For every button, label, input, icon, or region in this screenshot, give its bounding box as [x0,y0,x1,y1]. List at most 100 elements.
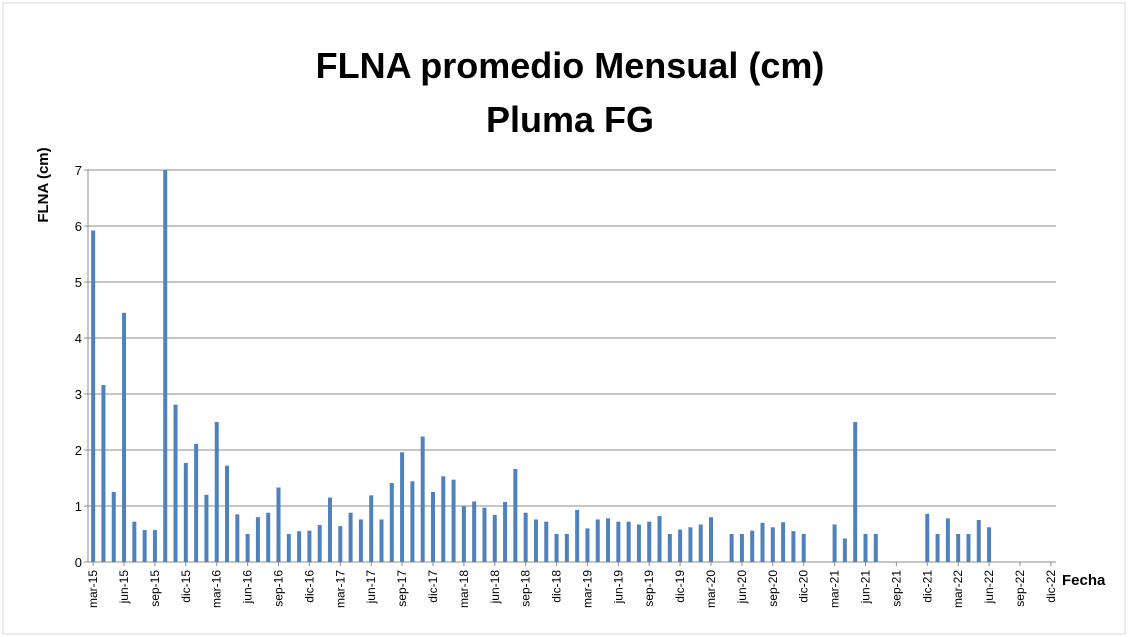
x-tick-label: sep-22 [1013,570,1027,607]
x-tick-label: sep-16 [272,570,286,607]
bar [739,534,744,562]
bar [781,522,786,562]
bar [513,469,518,562]
bar [770,527,775,562]
bar [132,521,137,562]
y-tick-label: 5 [75,275,82,290]
bar [430,492,435,562]
bar [647,521,652,562]
bar [873,534,878,562]
bar [585,528,590,562]
bar [636,524,641,562]
bar [111,492,116,562]
bar [801,534,806,562]
bar [976,520,981,562]
x-tick-label: mar-15 [86,570,100,608]
bar [389,483,394,562]
x-tick-label: mar-16 [210,570,224,608]
bar [286,534,291,562]
y-axis-title: FLNA (cm) [35,147,52,222]
x-tick-label: mar-22 [951,570,965,608]
bar [472,501,477,562]
bar [667,534,672,562]
bar [420,436,425,562]
y-tick-label: 2 [75,443,82,458]
bar [214,422,219,562]
bar [451,479,456,562]
bar [606,518,611,562]
bar [142,530,147,562]
bar [358,519,363,562]
bar [966,534,971,562]
bar [400,452,405,562]
x-tick-label: dic-22 [1044,570,1058,603]
bar [626,521,631,562]
bar [533,519,538,562]
bar [348,512,353,562]
y-tick-label: 6 [75,219,82,234]
bar [410,481,415,562]
bar [832,524,837,562]
bar [554,534,559,562]
bar [183,462,188,562]
y-tick-label: 0 [75,555,82,570]
bar [698,524,703,562]
bar [152,530,157,562]
x-tick-label: sep-18 [519,570,533,607]
y-tick-label: 3 [75,387,82,402]
x-tick-label: dic-19 [673,570,687,603]
x-tick-label: mar-21 [828,570,842,608]
bar [688,527,693,562]
bar [235,514,240,562]
bar [791,531,796,562]
bar [564,534,569,562]
y-tick-label: 1 [75,499,82,514]
bar [101,385,106,562]
x-tick-label: jun-20 [735,570,749,605]
bar [987,527,992,562]
bar [276,487,281,562]
bar [379,519,384,562]
x-tick-label: dic-18 [550,570,564,603]
bar [925,513,930,562]
bar [853,422,858,562]
x-tick-label: dic-17 [426,570,440,603]
x-tick-label: jun-19 [611,570,625,605]
x-tick-label: jun-15 [117,570,131,605]
bar [750,530,755,562]
bar [194,443,199,562]
bar [266,512,271,562]
bar [204,494,209,562]
x-tick-label: sep-15 [148,570,162,607]
bar [328,497,332,562]
y-tick-label: 4 [75,331,82,346]
bar [369,495,374,562]
bar [317,525,322,562]
x-axis-title: Fecha [1062,572,1106,589]
bar [245,534,250,562]
bar [956,534,961,562]
x-tick-label: mar-20 [704,570,718,608]
x-tick-label: jun-22 [982,570,996,605]
x-tick-label: sep-17 [395,570,409,607]
bar [678,529,683,562]
chart-title: Pluma FG [486,99,654,140]
bar [441,476,446,562]
bar [616,521,621,562]
bar [523,512,528,562]
x-tick-label: jun-21 [858,570,872,605]
x-tick-label: dic-20 [797,570,811,603]
bar [575,509,580,562]
bar [122,312,127,562]
bar [842,538,847,562]
x-tick-label: dic-21 [920,570,934,603]
bar [307,530,312,562]
bar [492,514,497,562]
x-tick-label: sep-20 [766,570,780,607]
bar [863,534,868,562]
x-tick-label: jun-17 [364,570,378,605]
bar [482,507,487,562]
x-tick-label: mar-18 [457,570,471,608]
bar [225,465,230,562]
